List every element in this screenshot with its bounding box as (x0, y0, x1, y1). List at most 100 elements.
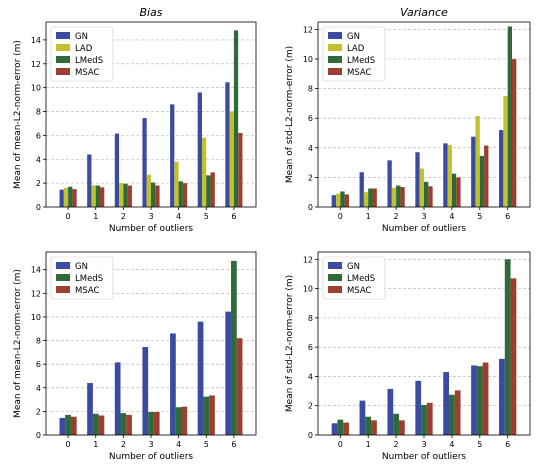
legend-label-lad: LAD (75, 44, 93, 54)
y-axis-label: Mean of mean-L2-norm-error (m) (13, 40, 23, 189)
bar-msac-6 (236, 338, 243, 435)
x-tick-label: 3 (421, 440, 426, 449)
x-tick-label: 1 (93, 440, 98, 449)
y-tick-label: 10 (303, 55, 313, 64)
bar-lmeds-1 (368, 188, 373, 207)
x-tick-label: 3 (421, 212, 426, 221)
bar-gn-1 (359, 172, 364, 207)
bar-msac-6 (238, 133, 243, 207)
bar-msac-6 (510, 278, 517, 435)
y-tick-label: 0 (308, 203, 313, 212)
legend-label-lmeds: LMedS (75, 56, 103, 66)
legend: GN LAD LMedS MSAC (322, 26, 386, 82)
legend-label-lmeds: LMedS (347, 56, 375, 66)
x-tick-label: 4 (449, 440, 454, 449)
y-tick-label: 8 (308, 85, 313, 94)
bar-lmeds-4 (175, 407, 182, 435)
bar-gn-0 (331, 195, 336, 207)
x-tick-label: 2 (121, 440, 126, 449)
bar-gn-2 (114, 362, 121, 435)
x-tick-label: 4 (449, 212, 454, 221)
bar-lmeds-3 (421, 404, 427, 435)
x-tick-label: 3 (148, 212, 153, 221)
x-tick-label: 6 (505, 440, 510, 449)
x-axis-label: Number of outliers (109, 224, 194, 234)
x-tick-label: 0 (66, 212, 71, 221)
bar-gn-3 (142, 118, 147, 207)
x-tick-label: 2 (394, 212, 399, 221)
x-tick-label: 2 (121, 212, 126, 221)
bar-msac-2 (127, 185, 132, 207)
bar-lmeds-0 (337, 419, 344, 435)
plot-frame (45, 21, 257, 208)
x-axis-label: Number of outliers (382, 452, 467, 462)
bar-gn-6 (225, 311, 232, 435)
legend-swatch-msac (328, 68, 342, 75)
bar-msac-5 (209, 395, 215, 435)
y-tick-label: 0 (36, 203, 41, 212)
y-tick-label: 6 (308, 343, 313, 352)
legend-box (322, 26, 386, 82)
bar-gn-1 (87, 383, 93, 435)
legend-label-gn: GN (75, 32, 88, 42)
x-tick-label: 1 (366, 212, 371, 221)
legend-label-msac: MSAC (347, 68, 372, 78)
x-axis-label: Number of outliers (109, 452, 194, 462)
bar-msac-3 (153, 411, 160, 435)
y-tick-label: 6 (36, 131, 41, 140)
bar-lmeds-3 (151, 182, 156, 207)
bar-msac-6 (512, 59, 517, 207)
bar-lmeds-3 (148, 411, 154, 435)
x-tick-label: 4 (176, 440, 181, 449)
bar-lmeds-0 (65, 414, 71, 435)
x-tick-label: 5 (204, 440, 209, 449)
x-tick-label: 6 (231, 440, 236, 449)
bar-lmeds-2 (120, 413, 127, 435)
bar-lmeds-0 (340, 191, 345, 207)
bar-lmeds-4 (178, 181, 183, 207)
x-tick-label: 1 (366, 440, 371, 449)
legend-swatch-lmeds (56, 56, 70, 63)
bar-lmeds-2 (123, 183, 128, 207)
legend-swatch-gn (328, 262, 342, 269)
bar-lmeds-2 (393, 413, 399, 435)
bar-lmeds-1 (95, 185, 101, 207)
bar-lad-3 (146, 174, 151, 207)
bar-lad-6 (503, 96, 508, 207)
bar-lmeds-6 (504, 259, 511, 435)
legend-swatch-lad (328, 44, 342, 51)
y-axis-label: Mean of std-L2-norm-error (m) (285, 46, 295, 183)
x-tick-label: 3 (148, 440, 153, 449)
bar-msac-1 (372, 188, 377, 207)
y-tick-label: 2 (36, 407, 41, 416)
y-axis-label: Mean of std-L2-norm-error (m) (285, 275, 295, 412)
legend-label-msac: MSAC (75, 68, 100, 78)
bar-gn-2 (387, 160, 392, 207)
bar-lad-5 (201, 137, 207, 207)
y-tick-label: 8 (36, 108, 41, 117)
bar-msac-3 (428, 186, 433, 207)
y-tick-label: 8 (36, 337, 41, 346)
legend-label-gn: GN (75, 262, 88, 272)
bar-lad-0 (335, 193, 341, 207)
bar-msac-3 (155, 185, 160, 207)
bar-gn-0 (59, 189, 64, 207)
bar-lmeds-0 (68, 186, 73, 207)
y-tick-label: 12 (303, 25, 313, 34)
bar-lad-3 (419, 168, 424, 207)
bar-msac-0 (343, 422, 349, 435)
y-tick-label: 14 (31, 36, 41, 45)
legend-swatch-gn (328, 32, 342, 39)
y-tick-label: 10 (31, 84, 41, 93)
bar-msac-2 (400, 187, 405, 207)
legend-box (50, 26, 114, 82)
bar-lmeds-2 (396, 185, 401, 207)
bar-lad-4 (447, 144, 452, 207)
y-tick-label: 10 (31, 313, 41, 322)
legend-label-lmeds: LMedS (347, 274, 375, 284)
y-tick-label: 12 (31, 289, 41, 298)
y-tick-label: 2 (36, 179, 41, 188)
bar-msac-2 (126, 414, 132, 435)
